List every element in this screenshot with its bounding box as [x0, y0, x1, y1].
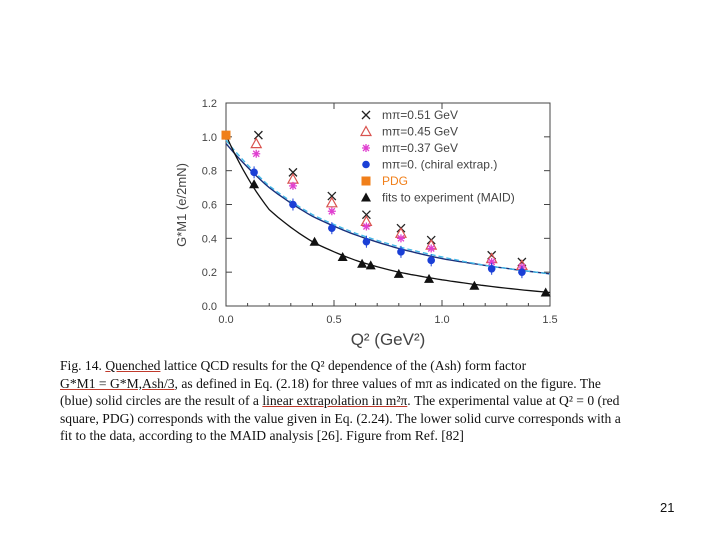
y-tick-label: 0.6 — [202, 200, 217, 212]
data-point — [253, 130, 263, 140]
legend: mπ=0.51 GeV mπ=0.45 GeV mπ=0.37 GeV mπ=0. (… — [359, 108, 515, 205]
x-axis-label: Q² (GeV²) — [351, 330, 426, 349]
data-point — [328, 224, 336, 232]
data-point — [365, 260, 376, 270]
data-point — [362, 222, 371, 231]
data-point — [249, 179, 260, 189]
caption-text: , as defined in Eq. (2.18) for three val… — [174, 375, 601, 391]
legend-marker — [361, 176, 371, 186]
data-point — [337, 251, 348, 261]
data-point — [469, 280, 480, 290]
legend-label: fits to experiment (MAID) — [382, 191, 515, 205]
fit-curves — [225, 134, 551, 294]
data-point — [397, 248, 405, 256]
y-tick-label: 1.0 — [202, 132, 217, 144]
x-tick-label: 0.5 — [326, 314, 341, 326]
legend-label: PDG — [382, 174, 408, 188]
data-point — [487, 258, 496, 267]
form-factor-plot: 0.0 0.5 1.0 1.5 0.0 0.2 0.4 0.6 0.8 1.0 1.2 mπ=0.5… — [174, 98, 558, 349]
legend-label: mπ=0.51 GeV — [382, 108, 458, 122]
y-tick-label: 1.2 — [202, 98, 217, 110]
caption-text: (blue) solid circles are the result of a — [60, 393, 263, 409]
y-tick-label: 0.4 — [202, 233, 217, 245]
x-tick-label: 0.0 — [218, 314, 233, 326]
caption-underlined-formula: G*M1 = G*M,Ash/3 — [60, 375, 175, 391]
lower-fit-black-curve — [225, 134, 551, 294]
data-point — [252, 149, 261, 158]
axis-ticks: 0.0 0.5 1.0 1.5 0.0 0.2 0.4 0.6 0.8 1.0 1.2 — [202, 98, 558, 326]
data-point — [487, 264, 496, 273]
legend-marker — [359, 125, 373, 137]
data-point — [393, 268, 404, 278]
data-point — [327, 207, 336, 216]
x-tick-label: 1.5 — [542, 314, 557, 326]
data-point — [540, 287, 551, 297]
legend-label: mπ=0.45 GeV — [382, 125, 458, 139]
legend-marker — [361, 110, 371, 120]
legend-label: mπ=0.37 GeV — [382, 141, 458, 155]
caption-fig-label: Fig. 14. — [60, 358, 106, 373]
legend-marker — [362, 144, 370, 152]
page-number: 21 — [660, 500, 675, 515]
caption-line-5: fit to the data, according to the MAID a… — [60, 428, 464, 444]
caption-text: . The experimental value at Q² = 0 (red — [407, 393, 620, 409]
data-point — [362, 237, 371, 246]
caption-text: lattice QCD results for the Q² dependenc… — [160, 358, 527, 373]
legend-label: mπ=0. (chiral extrap.) — [382, 158, 497, 172]
caption-line-2: G*M1 = G*M,Ash/3, as defined in Eq. (2.1… — [60, 375, 675, 393]
data-point — [361, 210, 371, 220]
data-point — [289, 200, 297, 209]
data-points — [221, 130, 551, 297]
caption-line-4: square, PDG) corresponds with the value … — [60, 410, 621, 426]
data-point — [518, 268, 526, 276]
data-point — [396, 234, 405, 243]
data-point — [424, 273, 435, 283]
caption-underlined-extrapolation: linear extrapolation in m²π — [262, 393, 408, 409]
y-tick-label: 0.8 — [202, 166, 217, 178]
x-tick-label: 1.0 — [434, 314, 449, 326]
y-axis-label: G*M1 (e/2mN) — [174, 163, 189, 247]
data-point — [427, 256, 436, 265]
figure-caption: Fig. 14. Quenched lattice QCD results fo… — [60, 357, 675, 445]
data-point — [288, 167, 298, 177]
data-point — [309, 236, 320, 246]
caption-line-3: (blue) solid circles are the result of a… — [60, 392, 675, 410]
legend-marker — [362, 160, 370, 169]
data-point — [427, 244, 436, 253]
data-point — [250, 168, 258, 177]
y-tick-label: 0.2 — [202, 267, 217, 279]
data-point — [288, 181, 297, 190]
caption-underlined-quenched: Quenched — [105, 358, 161, 373]
data-point — [250, 137, 263, 149]
legend-marker — [361, 192, 371, 202]
caption-line-1: Fig. 14. Quenched lattice QCD results fo… — [60, 357, 675, 375]
data-point — [327, 191, 337, 201]
upper-fit-light-blue-dashed-curve — [225, 139, 551, 275]
data-point — [325, 196, 338, 208]
data-point — [221, 130, 231, 140]
y-tick-label: 0.0 — [202, 301, 217, 313]
data-point — [357, 258, 368, 268]
